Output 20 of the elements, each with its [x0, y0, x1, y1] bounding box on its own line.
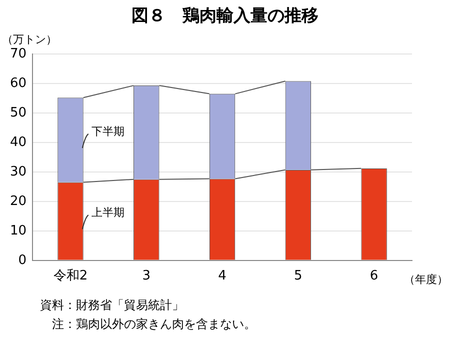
text: 資料：財務省「貿易統計」 [40, 297, 185, 314]
y-tick-label: 50 [10, 105, 27, 120]
x-tick-label: 5 [294, 268, 302, 284]
x-tick-label: 3 [142, 268, 151, 284]
x-tick-label: 4 [218, 268, 226, 284]
y-tick-label: 60 [10, 76, 27, 91]
text: 注：鶏肉以外の家きん肉を含まない。 [51, 316, 256, 333]
y-tick-label: 30 [10, 164, 27, 180]
y-tick-label: 70 [10, 46, 27, 62]
x-tick-label: 6 [370, 268, 378, 284]
chart-title: 図８ 鶏肉輸入量の推移 [130, 5, 320, 27]
y-axis-title: （万トン） [2, 32, 57, 46]
x-tick-label: 令和2 [53, 268, 88, 284]
y-tick-label: 20 [10, 194, 27, 209]
y-tick-label: 10 [10, 223, 27, 238]
y-tick-label: 40 [10, 134, 27, 150]
series-label: 上半期 [91, 206, 124, 219]
x-axis-title: （年度） [404, 272, 448, 286]
series-label: 下半期 [91, 124, 124, 138]
y-tick-label: 0 [18, 252, 27, 268]
